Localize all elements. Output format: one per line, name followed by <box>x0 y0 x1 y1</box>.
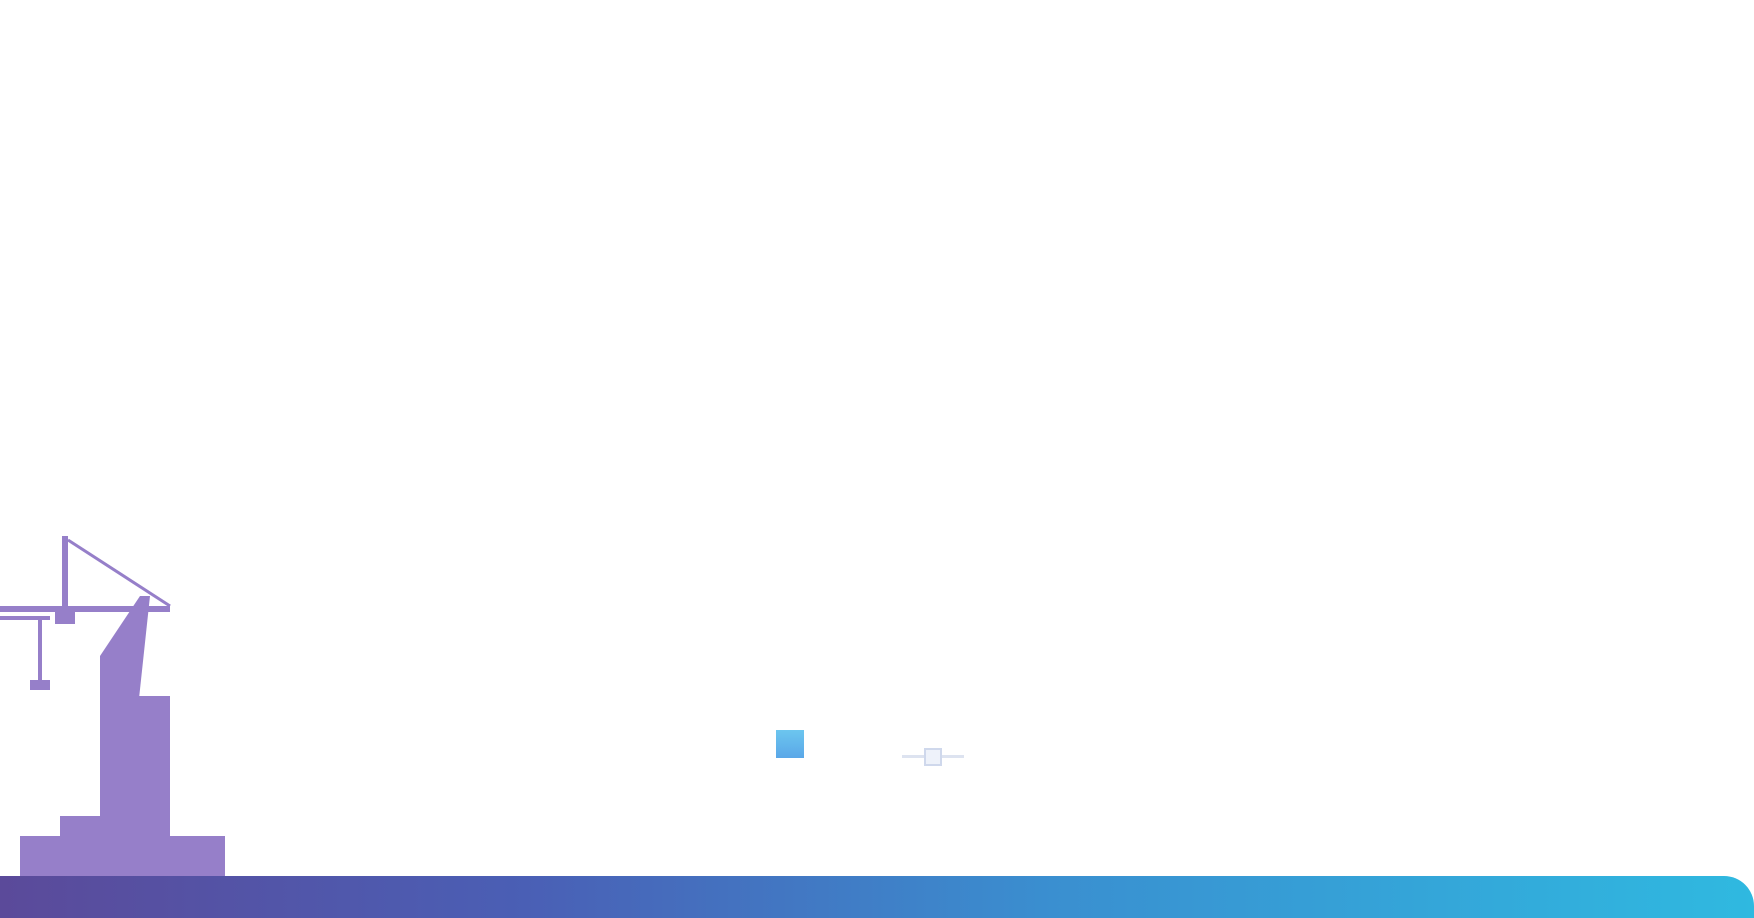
footer-bar <box>0 876 1754 918</box>
x-axis-labels <box>240 680 1640 720</box>
legend <box>0 730 1754 766</box>
legend-swatch-bar <box>776 730 804 758</box>
decorative-silhouette <box>0 536 260 876</box>
legend-item-bar <box>776 730 818 758</box>
legend-swatch-line <box>902 748 964 766</box>
chart-plot-area <box>240 150 1640 670</box>
legend-item-line <box>902 748 978 766</box>
line-overlay <box>240 150 1640 670</box>
